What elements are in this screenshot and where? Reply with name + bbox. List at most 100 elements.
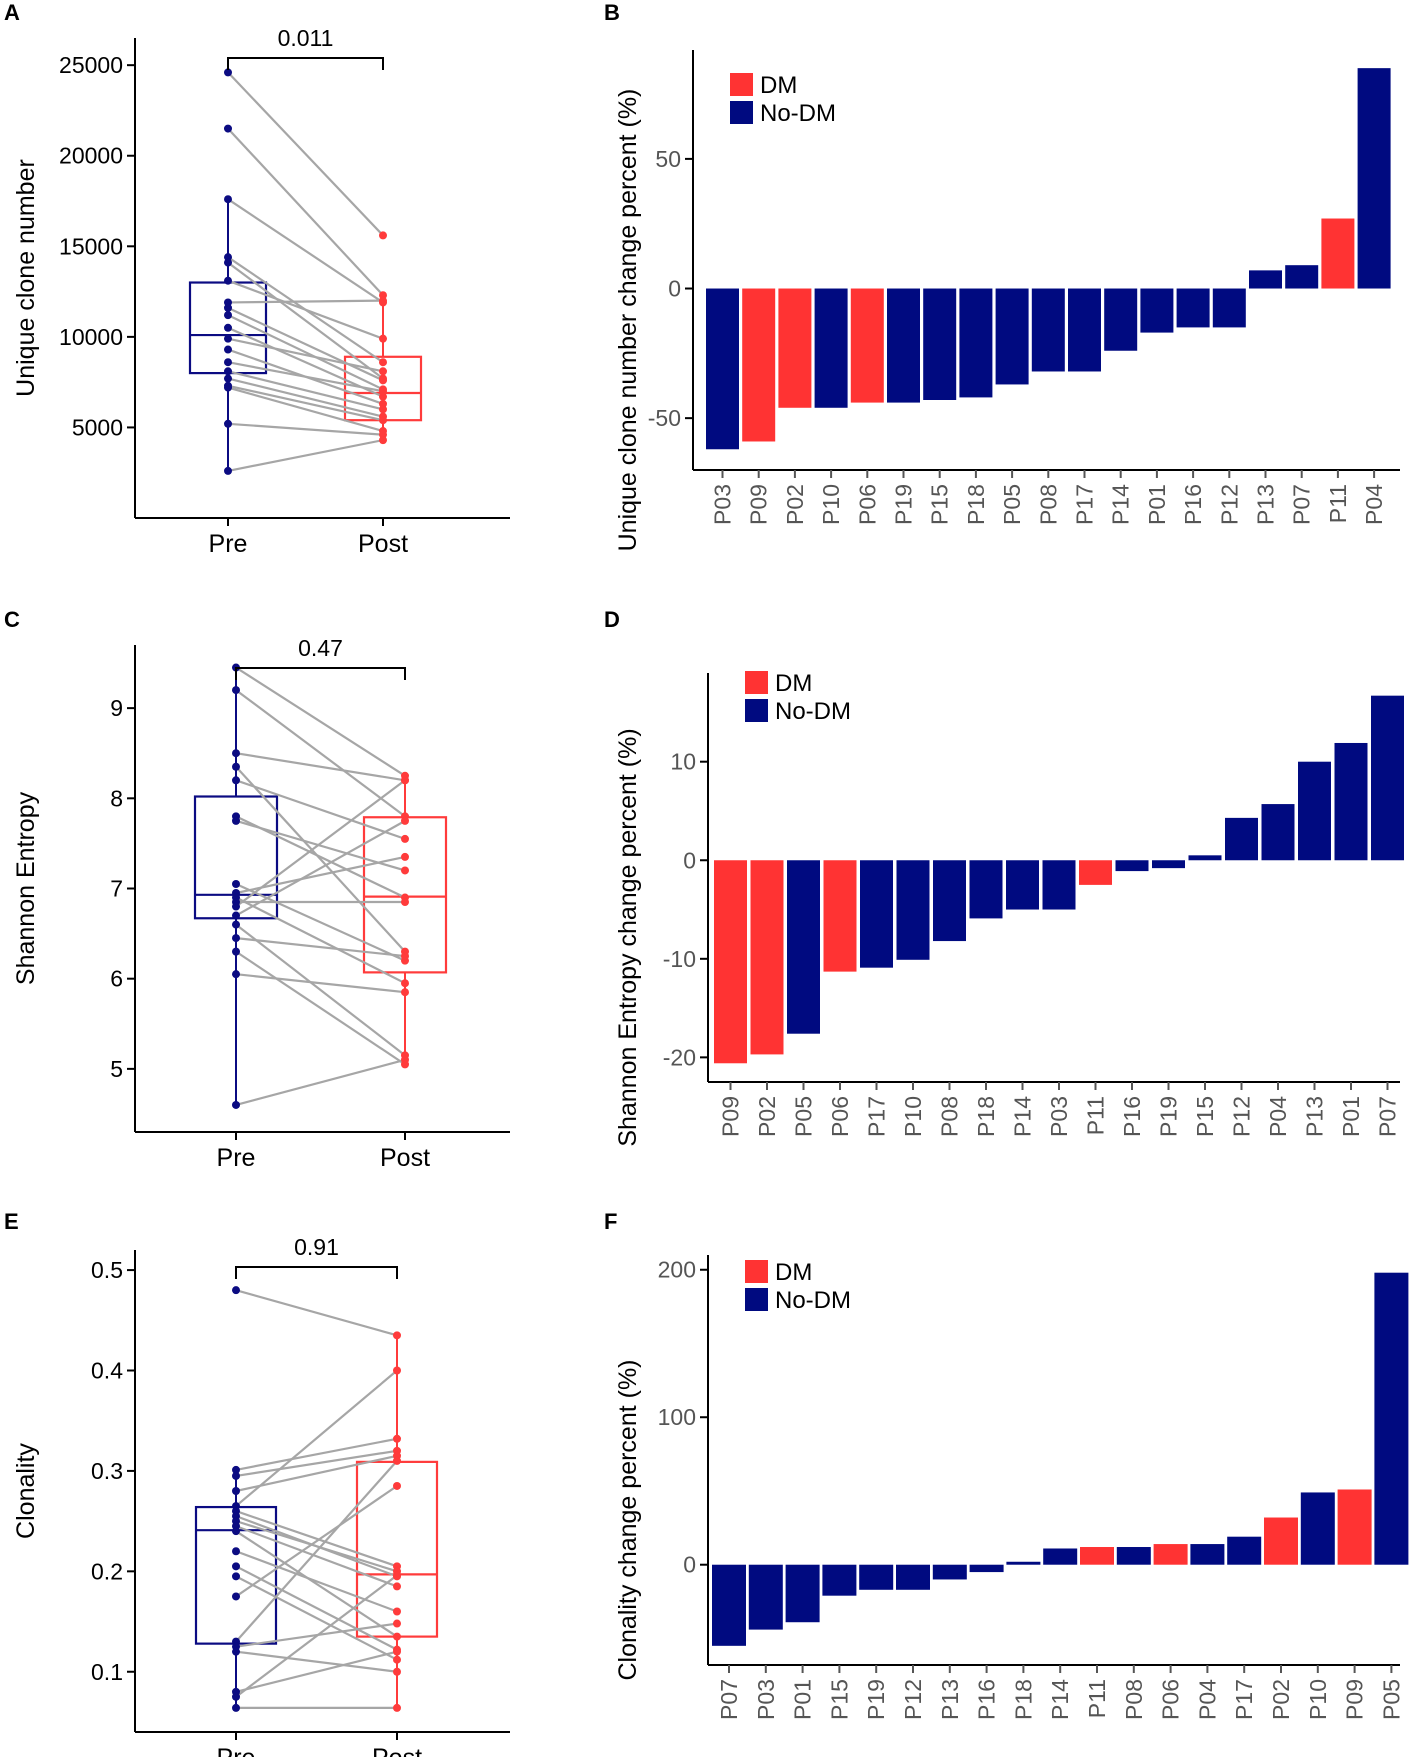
y-tick-label: -20 — [663, 1044, 696, 1070]
bar-p15 — [923, 288, 957, 400]
bar-p10 — [814, 288, 848, 408]
bar-p12 — [1225, 817, 1258, 861]
bar-p16 — [969, 1564, 1004, 1573]
x-tick-label-p17: P17 — [1231, 1679, 1257, 1720]
x-tick-label-p14: P14 — [1010, 1096, 1036, 1137]
paired-line — [235, 666, 406, 777]
paired-line — [235, 1574, 398, 1698]
point-post — [379, 376, 387, 385]
x-tick-label-p08: P08 — [1121, 1679, 1147, 1720]
x-tick-label-pre: Pre — [209, 530, 248, 558]
x-tick-label-p09: P09 — [746, 484, 772, 525]
point-pre — [224, 345, 232, 354]
x-tick-label-p03: P03 — [1046, 1096, 1072, 1137]
x-tick-label-p02: P02 — [782, 484, 808, 525]
point-post — [379, 296, 387, 305]
paired-line — [235, 752, 406, 782]
legend-label-dm: DM — [775, 1259, 812, 1286]
legend-swatch-no-dm — [745, 699, 768, 722]
point-pre — [232, 1703, 240, 1712]
point-post — [379, 436, 387, 445]
x-tick-label-p06: P06 — [827, 1096, 853, 1137]
bar-p11 — [1080, 1547, 1114, 1565]
x-tick-label-p14: P14 — [1108, 484, 1134, 525]
x-tick-label-p01: P01 — [1338, 1096, 1364, 1137]
legend-label-dm: DM — [775, 670, 812, 697]
bar-p16 — [1176, 288, 1210, 328]
y-tick-label: 0 — [683, 1552, 696, 1578]
y-tick-label: 0 — [683, 847, 696, 873]
point-pre — [224, 258, 232, 267]
x-tick-label-p15: P15 — [826, 1679, 852, 1720]
y-axis-title: Unique clone number change percent (%) — [614, 89, 642, 552]
point-post — [393, 1434, 401, 1443]
bar-p13 — [1298, 761, 1331, 861]
paired-line — [235, 1650, 398, 1673]
x-tick-label-p06: P06 — [854, 484, 880, 525]
x-tick-label-p16: P16 — [1119, 1096, 1145, 1137]
point-post — [401, 898, 409, 907]
x-tick-label-p15: P15 — [927, 484, 953, 525]
paired-line — [227, 377, 384, 418]
bar-p17 — [1227, 1536, 1262, 1565]
bar-p14 — [1006, 860, 1039, 910]
point-pre — [232, 1647, 240, 1656]
point-post — [393, 1331, 401, 1340]
y-tick-label: 0.2 — [91, 1558, 123, 1584]
bar-p07 — [712, 1564, 746, 1646]
point-pre — [232, 1592, 240, 1601]
bar-p18 — [969, 860, 1003, 919]
x-tick-label-p13: P13 — [1302, 1096, 1328, 1137]
paired-line — [227, 386, 384, 433]
point-pre — [232, 911, 240, 920]
paired-line — [235, 1449, 398, 1478]
bar-p06 — [823, 860, 857, 972]
panel-letter: D — [604, 607, 620, 632]
x-tick-label-post: Post — [380, 1144, 430, 1172]
x-tick-label-p19: P19 — [1156, 1096, 1182, 1137]
point-pre — [232, 920, 240, 929]
point-pre — [232, 1692, 240, 1701]
x-tick-label-p18: P18 — [1010, 1679, 1036, 1720]
panel-B: B -50 0 50 Unique clone number change percen… — [604, 0, 1400, 551]
x-tick-label-p19: P19 — [863, 1679, 889, 1720]
bar-p17 — [1068, 288, 1101, 372]
x-tick-label-p08: P08 — [937, 1096, 963, 1137]
point-post — [393, 1647, 401, 1656]
bar-p06 — [1153, 1544, 1188, 1565]
bar-p06 — [850, 288, 884, 403]
y-tick-label: 0.1 — [91, 1659, 123, 1685]
paired-line — [235, 1369, 398, 1507]
bar-p05 — [1374, 1272, 1409, 1565]
x-tick-label-p18: P18 — [963, 484, 989, 525]
x-tick-label-p05: P05 — [1378, 1679, 1404, 1720]
paired-line — [235, 1454, 398, 1493]
bar-p04 — [1190, 1544, 1225, 1565]
x-tick-label-p09: P09 — [718, 1096, 744, 1137]
bar-p02 — [750, 860, 784, 1055]
paired-line — [235, 689, 406, 818]
x-tick-label-p05: P05 — [791, 1096, 817, 1137]
y-tick-label: 200 — [658, 1257, 696, 1283]
paired-line — [227, 279, 384, 340]
x-tick-label-p13: P13 — [937, 1679, 963, 1720]
x-tick-label-p02: P02 — [754, 1096, 780, 1137]
point-pre — [224, 311, 232, 320]
point-post — [393, 1571, 401, 1580]
paired-line — [227, 337, 384, 373]
x-tick-label-p14: P14 — [1047, 1679, 1073, 1720]
point-pre — [224, 323, 232, 332]
bar-p09 — [714, 860, 747, 1064]
bar-p09 — [1337, 1489, 1372, 1565]
y-tick-label: 15000 — [59, 233, 123, 259]
point-pre — [232, 776, 240, 785]
p-value-label: 0.91 — [294, 1234, 339, 1260]
point-pre — [224, 68, 232, 77]
bar-p12 — [1212, 288, 1246, 328]
point-post — [401, 816, 409, 825]
x-tick-label-p16: P16 — [1180, 484, 1206, 525]
panel-A: A 5000 10000 15000 20000 25000 Unique clone nu… — [4, 0, 510, 558]
x-tick-label-p15: P15 — [1192, 1096, 1218, 1137]
point-post — [401, 852, 409, 861]
